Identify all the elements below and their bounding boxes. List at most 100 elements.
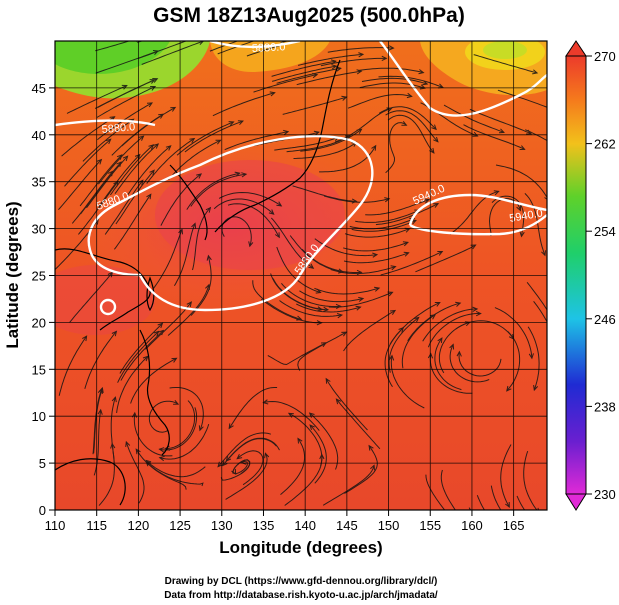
streamline-arrowhead bbox=[331, 64, 338, 70]
streamline-arrowhead bbox=[221, 460, 228, 467]
streamline-arrowhead bbox=[111, 396, 117, 403]
streamline bbox=[443, 104, 505, 133]
streamline-arrowhead bbox=[437, 337, 443, 344]
streamline-arrowhead bbox=[381, 55, 388, 62]
streamline-arrowhead bbox=[429, 147, 435, 154]
streamline bbox=[276, 67, 341, 84]
streamline bbox=[361, 77, 428, 85]
streamline-arrowhead bbox=[390, 265, 397, 271]
streamline bbox=[190, 255, 212, 316]
streamline bbox=[296, 70, 362, 86]
coast-philippines bbox=[139, 329, 170, 456]
streamline-arrowhead bbox=[558, 334, 562, 339]
streamline bbox=[221, 216, 252, 247]
streamline bbox=[449, 344, 490, 383]
streamline bbox=[299, 290, 364, 303]
streamline bbox=[95, 50, 159, 74]
colorbar-top-arrow bbox=[565, 40, 587, 57]
streamline bbox=[351, 219, 417, 232]
streamline bbox=[184, 120, 244, 153]
streamline-arrowhead bbox=[358, 296, 365, 302]
streamline-arrowhead bbox=[122, 155, 129, 162]
streamline-arrowhead bbox=[142, 355, 149, 362]
streamline-arrowhead bbox=[165, 145, 172, 151]
streamline-arrowhead bbox=[423, 198, 430, 204]
streamline-arrowhead bbox=[308, 263, 315, 269]
streamline bbox=[527, 326, 540, 391]
streamline-arrowhead bbox=[371, 144, 377, 151]
streamline-arrowhead bbox=[312, 72, 319, 79]
streamline bbox=[125, 441, 145, 504]
streamline bbox=[271, 60, 336, 77]
streamline-arrowhead bbox=[276, 201, 283, 207]
contour-small-ring bbox=[99, 298, 117, 316]
streamline-arrowhead bbox=[198, 425, 204, 432]
streamline-arrowhead bbox=[283, 129, 290, 136]
x-tick-label: 110 bbox=[45, 518, 66, 533]
streamline bbox=[69, 272, 113, 323]
streamline-arrowhead bbox=[125, 440, 131, 447]
streamline-arrowhead bbox=[532, 69, 539, 75]
streamline-arrowhead bbox=[107, 170, 114, 177]
streamline-arrowhead bbox=[455, 301, 462, 307]
streamline bbox=[343, 310, 396, 352]
streamline bbox=[126, 145, 172, 196]
streamline bbox=[468, 507, 472, 510]
streamline-arrowhead bbox=[205, 206, 212, 213]
streamline-arrowhead bbox=[171, 357, 178, 363]
x-tick-label: 140 bbox=[294, 518, 316, 533]
streamline bbox=[115, 169, 155, 225]
streamline-arrowhead bbox=[526, 129, 533, 135]
colorbar-bottom-arrow bbox=[565, 493, 587, 511]
streamline bbox=[64, 138, 112, 187]
x-tick-label: 160 bbox=[461, 518, 483, 533]
streamline bbox=[390, 355, 425, 409]
streamline-arrowhead bbox=[430, 314, 437, 320]
streamline-arrowhead bbox=[521, 536, 526, 541]
streamline bbox=[173, 223, 196, 287]
streamline bbox=[280, 438, 306, 495]
streamline-arrowhead bbox=[148, 144, 155, 150]
streamline bbox=[217, 432, 272, 467]
streamline bbox=[58, 335, 88, 396]
streamline-arrowhead bbox=[228, 121, 235, 126]
streamline-arrowhead bbox=[506, 385, 512, 392]
streamline bbox=[176, 121, 234, 156]
streamline-arrowhead bbox=[152, 50, 160, 55]
streamline bbox=[387, 114, 435, 154]
x-tick-label: 130 bbox=[211, 518, 233, 533]
streamline-arrowhead bbox=[152, 78, 159, 83]
streamline bbox=[160, 173, 202, 226]
streamline bbox=[523, 450, 538, 510]
streamline bbox=[279, 300, 342, 317]
x-tick-label: 120 bbox=[128, 518, 150, 533]
streamline bbox=[116, 355, 149, 414]
streamline bbox=[159, 407, 198, 451]
streamline-arrowhead bbox=[116, 161, 122, 168]
streamline bbox=[380, 251, 443, 276]
streamline bbox=[322, 465, 375, 506]
streamline bbox=[357, 67, 424, 74]
streamline bbox=[270, 217, 314, 269]
streamline bbox=[227, 203, 280, 238]
streamline-arrowhead bbox=[82, 335, 88, 342]
streamline-arrowhead bbox=[191, 222, 197, 229]
streamline bbox=[378, 75, 444, 88]
streamline bbox=[232, 459, 251, 475]
streamline-arrowhead bbox=[541, 250, 546, 257]
streamline bbox=[146, 138, 195, 184]
streamline-arrowhead bbox=[150, 86, 157, 91]
streamline bbox=[415, 244, 476, 273]
streamline-arrowhead bbox=[269, 91, 276, 97]
streamline-arrowhead bbox=[236, 453, 243, 460]
streamline-arrowhead bbox=[153, 143, 160, 149]
streamline-arrowhead bbox=[370, 464, 375, 471]
streamline-arrowhead bbox=[434, 302, 441, 307]
streamline-arrowhead bbox=[228, 423, 234, 430]
y-tick-label: 10 bbox=[32, 409, 46, 424]
streamline bbox=[153, 229, 183, 289]
y-tick-label: 25 bbox=[32, 269, 46, 284]
streamline-arrowhead bbox=[456, 525, 461, 530]
streamline bbox=[355, 209, 420, 223]
